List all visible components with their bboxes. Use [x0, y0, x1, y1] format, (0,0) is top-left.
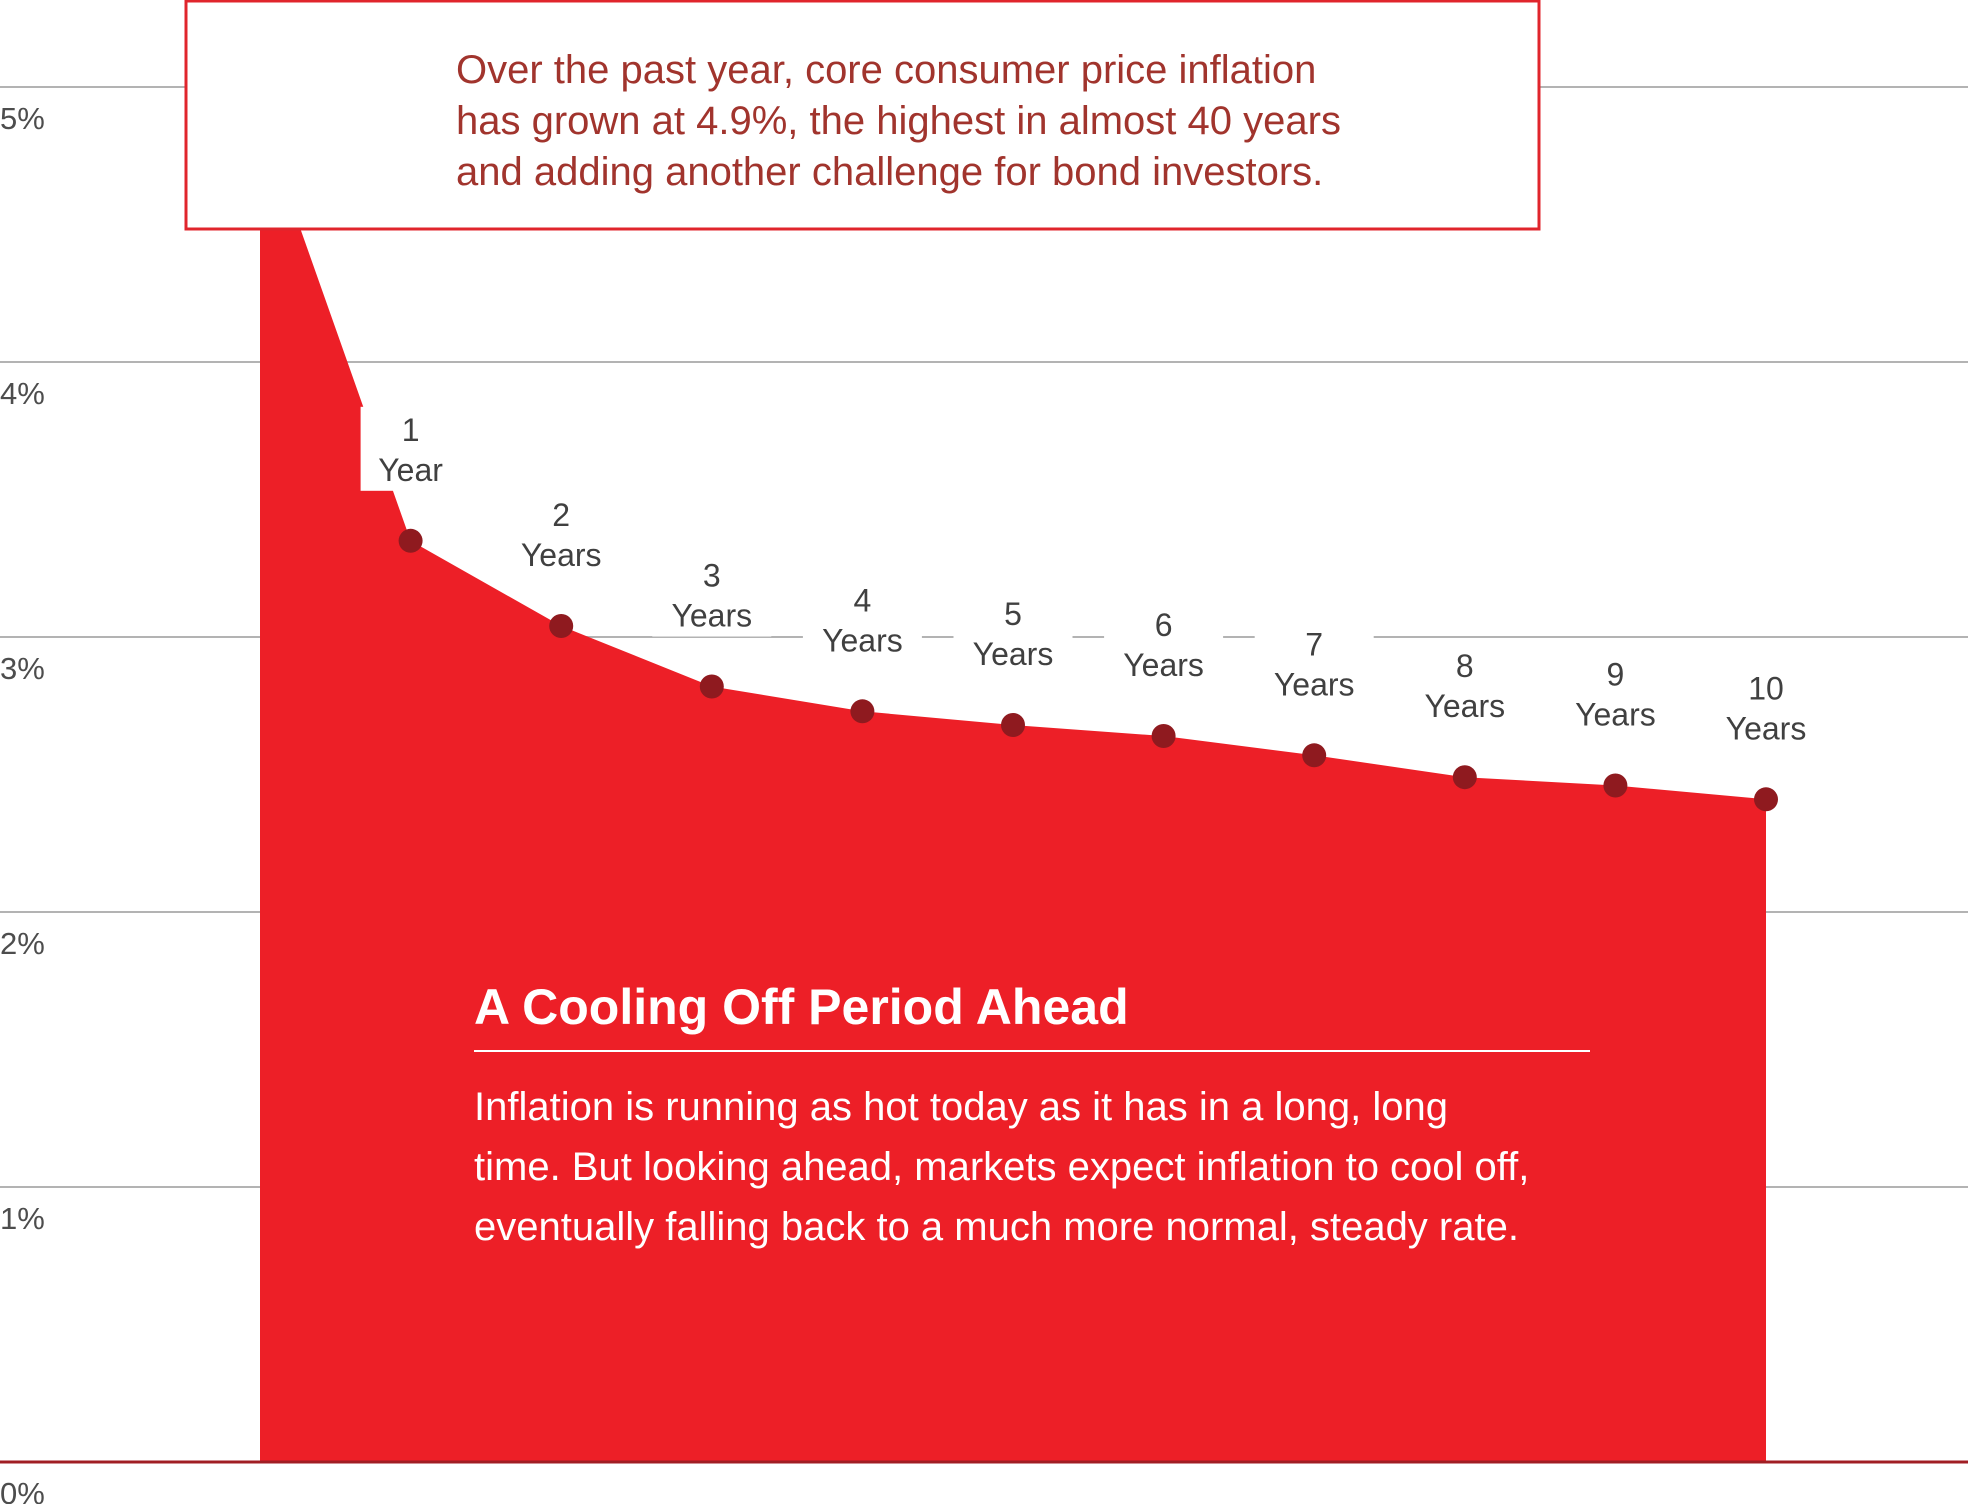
point-label-bg-2 [501, 492, 621, 576]
point-label-bg-5 [953, 591, 1073, 675]
point-label-bg-8 [1405, 643, 1525, 728]
summary-textbox: A Cooling Off Period Ahead Inflation is … [474, 979, 1590, 1249]
point-label-4-line-0: 4 [854, 582, 872, 618]
point-labels: Today1Year2Years3Years4Years5Years6Years… [217, 31, 1826, 750]
summary-title: A Cooling Off Period Ahead [474, 979, 1129, 1035]
point-label-9-line-1: Years [1575, 697, 1656, 733]
callout-line-2: has grown at 4.9%, the highest in almost… [456, 99, 1341, 143]
point-label-9-line-0: 9 [1607, 657, 1625, 693]
callout-border [184, 0, 1541, 231]
point-label-8-line-1: Years [1424, 688, 1505, 724]
point-label-3-line-0: 3 [703, 558, 721, 594]
point-label-6-line-0: 6 [1155, 607, 1173, 643]
point-label-bg-10 [1706, 665, 1826, 750]
point-label-4: 4 Years [802, 577, 922, 662]
point-label-9: 9 Years [1555, 651, 1675, 736]
data-point-3 [699, 674, 724, 699]
point-label-6: 6 Years [1104, 602, 1224, 686]
y-tick-label-0: 0% [0, 1476, 45, 1504]
point-label-7: 7 Years [1254, 621, 1374, 706]
data-point-6 [1151, 724, 1176, 748]
point-label-3-line-1: Years [671, 598, 752, 634]
point-label-2-line-0: 2 [552, 497, 570, 533]
point-label-10-line-0: 10 [1748, 670, 1784, 706]
callout-line-3: and adding another challenge for bond in… [456, 150, 1323, 194]
data-markers [248, 102, 1778, 812]
point-label-5-line-0: 5 [1004, 596, 1022, 632]
point-label-bg-3 [652, 552, 772, 637]
data-point-8 [1452, 765, 1477, 790]
summary-line-3: eventually falling back to a much more n… [474, 1205, 1519, 1249]
point-label-8: 8 Years [1405, 643, 1525, 728]
y-tick-label-2: 2% [0, 926, 45, 961]
y-tick-label-1: 1% [0, 1201, 45, 1236]
summary-line-2: time. But looking ahead, markets expect … [474, 1145, 1529, 1189]
data-point-1 [398, 528, 423, 553]
point-label-bg-9 [1555, 651, 1675, 736]
point-label-1-line-0: 1 [402, 412, 420, 448]
data-point-7 [1302, 743, 1327, 768]
point-label-1-line-1: Year [378, 452, 443, 488]
data-point-10 [1754, 787, 1778, 812]
y-tick-labels: 0% 1% 2% 3% 4% 5% [0, 101, 45, 1504]
inflation-area [260, 114, 1766, 1462]
data-point-2 [549, 614, 574, 638]
y-tick-label-3: 3% [0, 651, 45, 686]
point-label-2: 2 Years [501, 492, 621, 576]
point-label-4-line-1: Years [822, 622, 903, 658]
point-label-3: 3 Years [652, 552, 772, 637]
point-label-bg-6 [1104, 602, 1224, 686]
y-tick-label-4: 4% [0, 376, 45, 411]
point-label-bg-7 [1254, 621, 1374, 706]
point-label-7-line-1: Years [1274, 666, 1355, 702]
point-label-7-line-0: 7 [1305, 626, 1323, 662]
point-label-8-line-0: 8 [1456, 648, 1474, 684]
point-label-10-line-1: Years [1726, 710, 1807, 746]
point-label-1: 1 Year [360, 406, 461, 491]
y-tick-label-5: 5% [0, 101, 45, 136]
data-point-4 [850, 699, 875, 724]
point-label-bg-1 [360, 406, 461, 491]
summary-line-1: Inflation is running as hot today as it … [474, 1085, 1448, 1129]
data-point-5 [1001, 713, 1025, 737]
callout-box: Over the past year, core consumer price … [184, 0, 1541, 231]
point-label-2-line-1: Years [521, 537, 602, 573]
point-label-5-line-1: Years [973, 636, 1054, 672]
point-label-5: 5 Years [953, 591, 1073, 675]
point-label-6-line-1: Years [1123, 647, 1204, 683]
data-point-9 [1603, 773, 1628, 798]
callout-line-1: Over the past year, core consumer price … [456, 48, 1316, 92]
point-label-10: 10 Years [1706, 665, 1826, 750]
point-label-bg-4 [802, 577, 922, 662]
